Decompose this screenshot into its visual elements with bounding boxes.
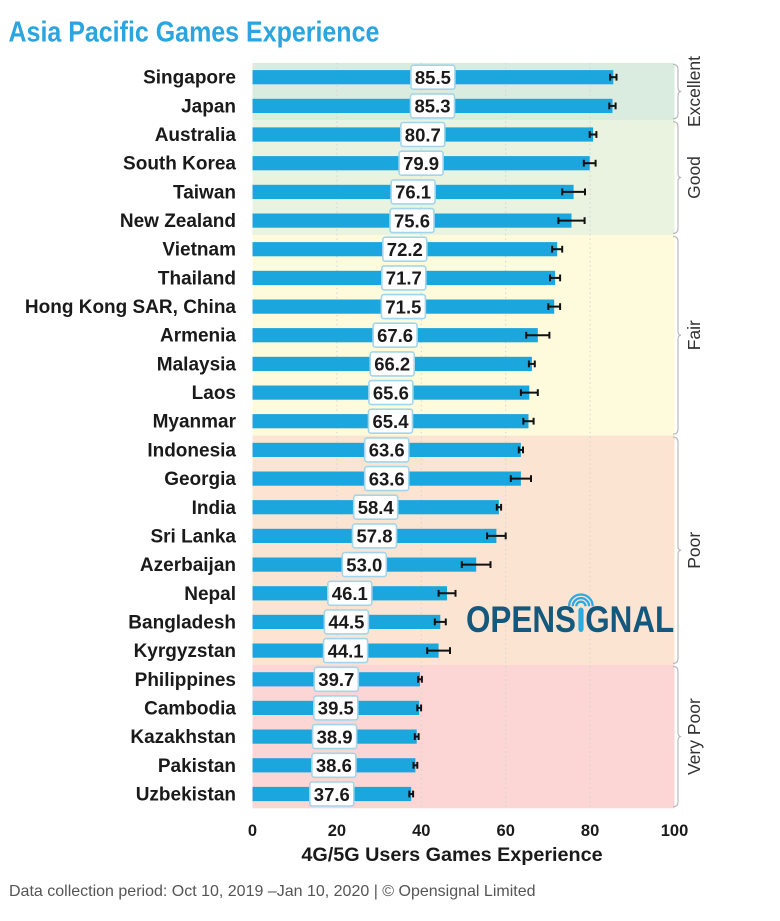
svg-text:Laos: Laos — [192, 383, 236, 404]
svg-text:Taiwan: Taiwan — [173, 182, 236, 203]
svg-text:Georgia: Georgia — [164, 469, 236, 490]
svg-text:Good: Good — [684, 156, 704, 199]
svg-text:Very Poor: Very Poor — [684, 698, 704, 775]
svg-text:85.5: 85.5 — [415, 67, 451, 88]
svg-text:India: India — [192, 498, 237, 519]
svg-text:58.4: 58.4 — [358, 497, 395, 518]
svg-text:65.6: 65.6 — [373, 382, 409, 403]
svg-text:80: 80 — [581, 822, 599, 840]
svg-text:Bangladesh: Bangladesh — [128, 612, 236, 633]
svg-text:71.7: 71.7 — [386, 268, 422, 289]
svg-text:100: 100 — [661, 822, 689, 840]
svg-text:Vietnam: Vietnam — [162, 240, 236, 261]
svg-text:Cambodia: Cambodia — [144, 698, 236, 719]
svg-text:Singapore: Singapore — [143, 68, 236, 89]
svg-text:Asia Pacific Games Experience: Asia Pacific Games Experience — [9, 15, 380, 48]
svg-text:4G/5G Users Games Experience: 4G/5G Users Games Experience — [301, 844, 602, 866]
svg-text:Sri Lanka: Sri Lanka — [150, 526, 236, 547]
svg-text:Azerbaijan: Azerbaijan — [140, 555, 236, 576]
svg-text:0: 0 — [248, 822, 257, 840]
svg-text:Hong Kong SAR, China: Hong Kong SAR, China — [25, 297, 237, 318]
svg-text:New Zealand: New Zealand — [120, 211, 236, 232]
svg-text:Malaysia: Malaysia — [157, 354, 237, 375]
svg-text:OPENS: OPENS — [466, 599, 576, 640]
svg-text:80.7: 80.7 — [405, 124, 441, 145]
svg-text:39.5: 39.5 — [318, 698, 354, 719]
svg-text:Kyrgyzstan: Kyrgyzstan — [134, 641, 236, 662]
svg-text:Armenia: Armenia — [160, 326, 236, 347]
svg-text:Myanmar: Myanmar — [153, 412, 237, 433]
svg-text:85.3: 85.3 — [414, 96, 450, 117]
svg-text:71.5: 71.5 — [385, 296, 421, 317]
svg-text:75.6: 75.6 — [394, 210, 430, 231]
svg-text:Philippines: Philippines — [135, 670, 236, 691]
svg-text:Japan: Japan — [181, 96, 236, 117]
svg-text:Fair: Fair — [684, 320, 704, 350]
svg-text:37.6: 37.6 — [314, 784, 350, 805]
svg-text:Australia: Australia — [155, 125, 237, 146]
svg-text:65.4: 65.4 — [372, 411, 409, 432]
svg-text:Excellent: Excellent — [684, 56, 704, 127]
svg-text:40: 40 — [412, 822, 430, 840]
svg-text:46.1: 46.1 — [332, 583, 368, 604]
svg-text:44.5: 44.5 — [328, 612, 364, 633]
svg-text:44.1: 44.1 — [328, 640, 364, 661]
svg-text:63.6: 63.6 — [369, 440, 405, 461]
svg-text:39.7: 39.7 — [318, 669, 354, 690]
svg-text:20: 20 — [328, 822, 346, 840]
svg-text:Thailand: Thailand — [158, 268, 236, 289]
svg-text:Poor: Poor — [684, 532, 704, 569]
svg-text:63.6: 63.6 — [369, 468, 405, 489]
svg-text:67.6: 67.6 — [377, 325, 413, 346]
svg-text:38.9: 38.9 — [317, 726, 353, 747]
svg-text:79.9: 79.9 — [403, 153, 439, 174]
svg-text:76.1: 76.1 — [395, 182, 431, 203]
svg-text:GNAL: GNAL — [585, 599, 674, 640]
svg-text:53.0: 53.0 — [346, 554, 382, 575]
svg-text:Indonesia: Indonesia — [147, 440, 236, 461]
svg-text:Uzbekistan: Uzbekistan — [136, 785, 236, 806]
svg-text:Nepal: Nepal — [184, 584, 236, 605]
svg-text:60: 60 — [497, 822, 515, 840]
svg-text:72.2: 72.2 — [387, 239, 423, 260]
svg-text:Pakistan: Pakistan — [158, 756, 236, 777]
svg-text:South Korea: South Korea — [123, 154, 236, 175]
svg-text:57.8: 57.8 — [356, 526, 392, 547]
svg-text:Data collection period: Oct 10: Data collection period: Oct 10, 2019 –Ja… — [9, 883, 536, 900]
svg-text:38.6: 38.6 — [316, 755, 352, 776]
svg-text:Kazakhstan: Kazakhstan — [130, 727, 236, 748]
svg-text:66.2: 66.2 — [374, 354, 410, 375]
